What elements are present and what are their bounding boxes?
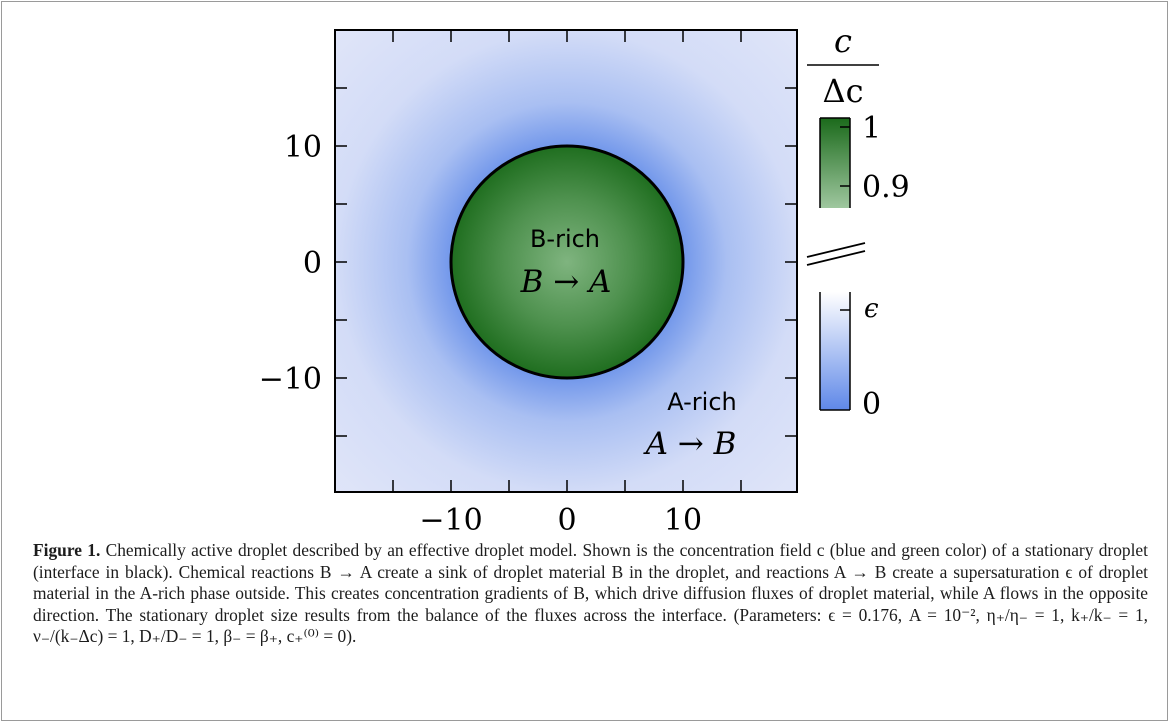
- caption-text: Chemically active droplet described by a…: [33, 540, 1148, 646]
- figure-caption: Figure 1. Chemically active droplet desc…: [33, 540, 1148, 648]
- axis-ticks: [335, 30, 797, 492]
- axis-break-mark: [806, 242, 866, 258]
- colorbar-title-numerator: c: [834, 22, 852, 60]
- figure-label: Figure 1.: [33, 540, 101, 560]
- colorbar-tick-label: ϵ: [864, 294, 879, 324]
- x-tick-label: −10: [419, 503, 482, 538]
- colorbar-tick-label: 0: [862, 387, 881, 422]
- axis-break-mark: [806, 250, 866, 266]
- colorbar-title: c Δc: [807, 22, 879, 110]
- colorbar-green: [820, 118, 850, 208]
- droplet-reaction: B → A: [520, 264, 612, 300]
- droplet-label: B-rich: [530, 225, 600, 253]
- colorbar-tick-label: 0.9: [862, 170, 910, 205]
- y-tick-label: −10: [259, 362, 322, 397]
- x-tick-label: 0: [557, 503, 576, 538]
- y-tick-label: 10: [284, 130, 322, 165]
- y-tick-label: 0: [303, 246, 322, 281]
- droplet-interface: [449, 144, 685, 380]
- outside-reaction: A → B: [643, 426, 737, 462]
- plot-axes: [334, 29, 798, 493]
- colorbar-tick-label: 1: [862, 111, 881, 146]
- colorbar-title-denominator: Δc: [822, 72, 863, 110]
- x-tick-label: 10: [664, 503, 702, 538]
- outside-label: A-rich: [667, 388, 737, 416]
- colorbar-blue: [820, 292, 850, 410]
